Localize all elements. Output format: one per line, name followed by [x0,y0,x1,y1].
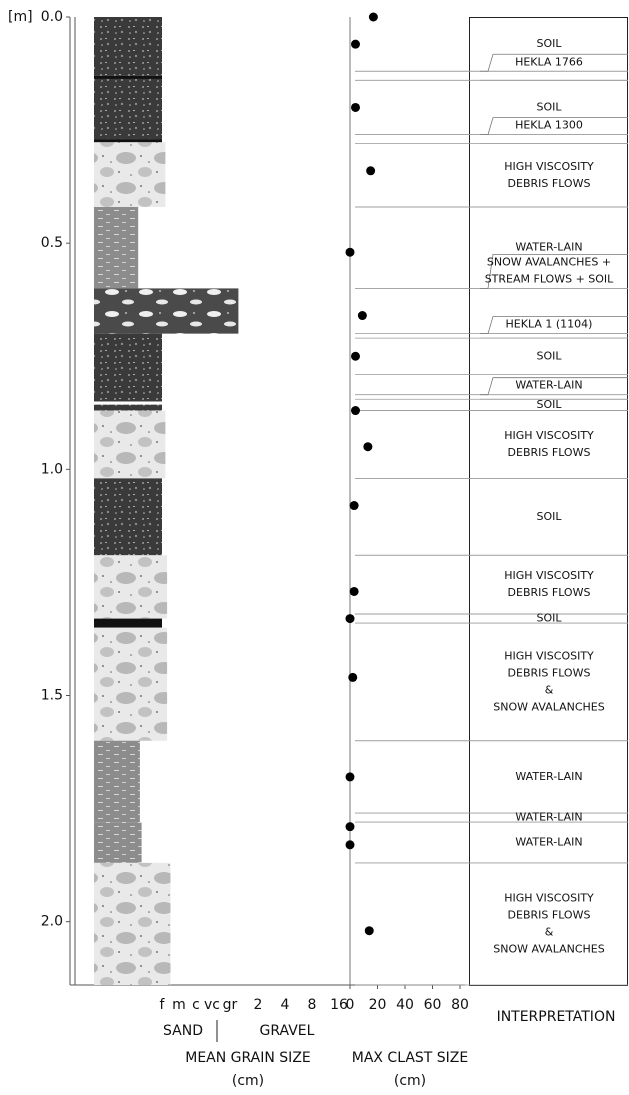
lithology-layer [94,17,162,76]
callout [480,316,628,335]
clast-point [366,166,376,176]
callout [480,117,628,136]
lithology-layer [94,740,140,823]
clast-point [345,247,355,257]
x-tick-label: gr [223,997,238,1013]
clast-point [349,586,359,596]
unit-label: HEKLA 1300 [515,119,583,132]
unit-label: SOIL [536,398,562,411]
x-tick-label: 0 [346,997,355,1013]
unit-label: HIGH VISCOSITY [504,569,594,582]
class-label: GRAVEL [260,1023,315,1039]
lithology-layer [94,139,162,143]
unit-label: HIGH VISCOSITY [504,891,594,904]
unit-label: WATER-LAIN [515,379,582,392]
lithology-layer [94,404,162,411]
class-label: SAND [163,1023,203,1039]
interpretation-title: INTERPRETATION [497,1009,616,1025]
x-tick-label: 2 [254,997,263,1013]
clast-point [363,442,373,452]
clast-point [351,39,360,49]
x-tick-label: 8 [308,997,317,1013]
unit-label: WATER-LAIN [515,836,582,849]
y-tick-label: 0.5 [41,235,63,251]
unit-label: DEBRIS FLOWS [508,908,591,921]
x-tick-label: vc [204,997,220,1013]
x-tick-label: 40 [396,997,414,1013]
lithology-layer [94,822,142,863]
interpretation-frame [469,17,628,986]
clast-point [345,822,355,832]
clast-point [364,926,374,936]
unit-label: DEBRIS FLOWS [508,586,591,599]
x-tick-label: 80 [451,997,469,1013]
lithology-layer [94,401,162,405]
callout [480,254,628,289]
x-tick-label: 4 [281,997,290,1013]
unit-label: SNOW AVALANCHES [493,942,604,955]
lithology-layer [94,555,168,619]
clast-point [345,614,355,624]
unit-label: & [545,683,554,696]
axis-title: MEAN GRAIN SIZE [185,1050,311,1066]
lithology-layer [94,410,166,479]
unit-label: HIGH VISCOSITY [504,429,594,442]
unit-label: SOIL [536,37,562,50]
clast-point [351,351,360,361]
lithology-layer [94,618,162,628]
lithology-layer [94,288,239,334]
clast-point [345,840,355,850]
x-tick-label: 16 [330,997,348,1013]
lithology-layer [94,627,168,741]
axis-unit: (cm) [232,1073,264,1089]
unit-label: WATER-LAIN [515,770,582,783]
clast-point [368,12,378,22]
x-tick-label: 60 [424,997,442,1013]
unit-label: SOIL [536,349,562,362]
lithology-layer [94,206,139,289]
lithology-layer [94,75,162,79]
unit-label: SNOW AVALANCHES [493,700,604,713]
clast-point [351,102,360,112]
unit-label: SNOW AVALANCHES + [487,255,611,268]
unit-label: SOIL [536,612,562,625]
clast-point [345,772,355,782]
unit-label: HEKLA 1766 [515,55,583,68]
axis-unit: (cm) [394,1073,426,1089]
unit-label: SOIL [536,510,562,523]
x-tick-label: f [160,997,166,1013]
unit-label: HIGH VISCOSITY [504,160,594,173]
y-tick-label: 2.0 [41,914,63,930]
y-tick-label: 0.0 [41,9,63,25]
clast-point [348,672,358,682]
lithology-layer [94,862,171,985]
unit-label: SOIL [536,100,562,113]
lithology-layer [94,333,162,402]
unit-label: STREAM FLOWS + SOIL [485,272,614,285]
y-tick-label: 1.5 [41,688,63,704]
unit-label: DEBRIS FLOWS [508,177,591,190]
clast-point [357,311,367,321]
lithology-layer [94,478,162,556]
depth-unit: [m] [8,9,33,25]
clast-point [349,501,359,511]
unit-label: DEBRIS FLOWS [508,666,591,679]
unit-label: & [545,925,554,938]
lithology-layer [94,78,162,140]
clast-point [351,406,360,416]
x-tick-label: m [172,997,186,1013]
lithology-layer [94,142,166,207]
axis-title: MAX CLAST SIZE [352,1050,469,1066]
unit-label: HIGH VISCOSITY [504,649,594,662]
unit-label: HEKLA 1 (1104) [506,318,593,331]
x-tick-label: c [192,997,200,1013]
unit-label: DEBRIS FLOWS [508,446,591,459]
x-tick-label: 20 [369,997,387,1013]
callout [480,53,628,72]
callout [480,377,628,396]
unit-label: WATER-LAIN [515,811,582,824]
unit-label: WATER-LAIN [515,241,582,254]
y-tick-label: 1.0 [41,461,63,477]
